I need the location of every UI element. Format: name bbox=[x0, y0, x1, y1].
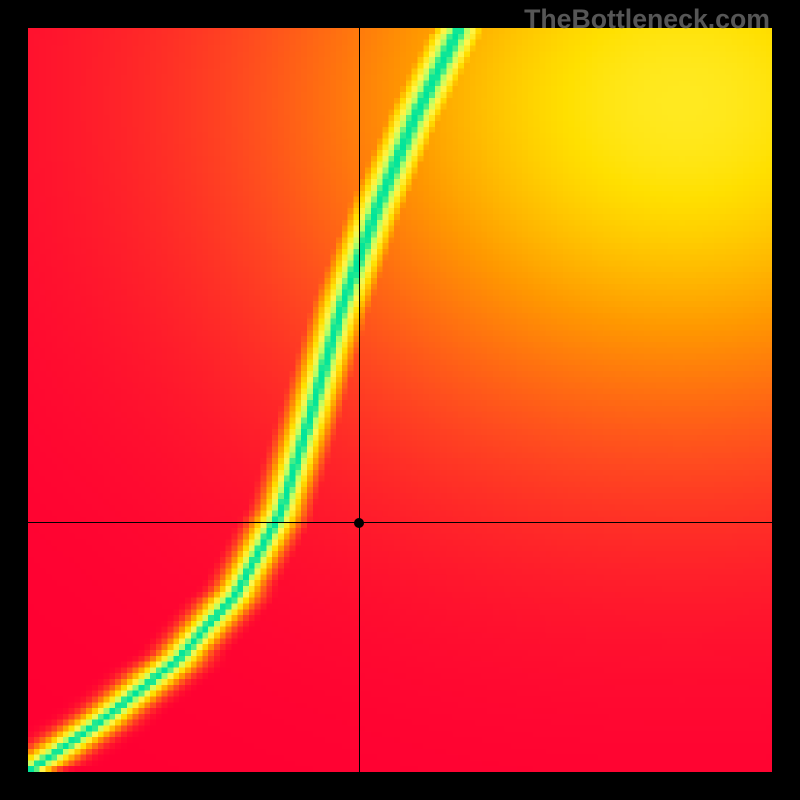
watermark-text: TheBottleneck.com bbox=[524, 4, 770, 35]
plot-area bbox=[28, 28, 772, 772]
crosshair-marker bbox=[354, 518, 364, 528]
crosshair-horizontal bbox=[28, 522, 772, 523]
heatmap-canvas bbox=[28, 28, 772, 772]
crosshair-vertical bbox=[359, 28, 360, 772]
chart-frame: TheBottleneck.com bbox=[0, 0, 800, 800]
